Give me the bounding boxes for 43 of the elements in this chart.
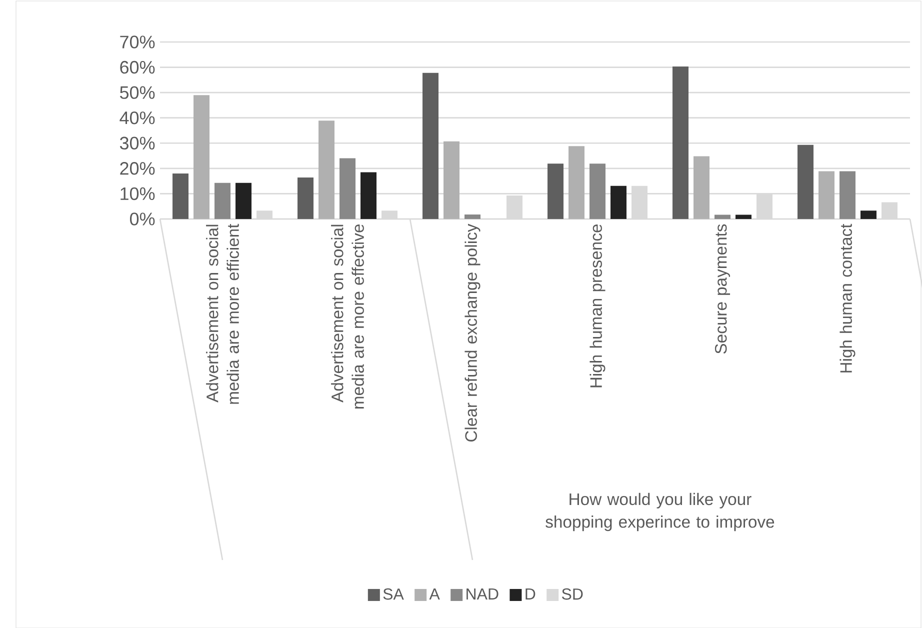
- bar: [318, 120, 335, 219]
- x-tick-label: Secure payments: [714, 224, 730, 354]
- y-tick-label: 30%: [120, 136, 155, 150]
- y-tick-label: 10%: [120, 187, 155, 200]
- bar: [360, 172, 377, 219]
- bar: [444, 141, 460, 219]
- x-tick-label: High human contact: [840, 224, 856, 372]
- legend-label: SA: [383, 588, 404, 600]
- bar: [340, 158, 356, 219]
- y-tick-label: 60%: [120, 60, 155, 74]
- bar: [194, 95, 210, 219]
- bar: [736, 214, 752, 219]
- bar: [568, 146, 584, 219]
- text: How would you like your shopping experince to improve: [546, 492, 774, 532]
- bar: [214, 182, 231, 219]
- y-tick-label: 20%: [120, 162, 155, 175]
- bar: [464, 214, 480, 219]
- bar: [422, 72, 438, 219]
- bar: [172, 173, 189, 219]
- legend-label: SD: [562, 588, 583, 600]
- bar: [548, 164, 564, 219]
- legend-label: D: [526, 588, 536, 600]
- bar: [694, 156, 710, 219]
- bar: [798, 144, 814, 219]
- x-tick-label: High human presence: [590, 224, 606, 388]
- y-tick-label: 70%: [120, 36, 155, 48]
- legend-label: A: [429, 588, 440, 600]
- bar: [840, 171, 856, 219]
- x-tick-label: Clear refund exchange policy: [464, 224, 480, 442]
- bar: [672, 66, 688, 219]
- bar: [860, 210, 876, 219]
- bar: [818, 171, 834, 219]
- x-tick-label: Advertisement on social media are more effective: [331, 224, 364, 408]
- bar: [298, 178, 314, 219]
- x-tick-label: Advertisement on social media are more efficient: [206, 224, 239, 404]
- bar: [714, 214, 730, 219]
- y-tick-label: 0%: [130, 212, 155, 226]
- bar: [236, 182, 252, 219]
- y-tick-label: 50%: [120, 86, 155, 99]
- bar: [590, 164, 606, 219]
- legend-label: NAD: [466, 588, 498, 600]
- y-tick-label: 40%: [120, 111, 155, 124]
- bar: [610, 186, 626, 219]
